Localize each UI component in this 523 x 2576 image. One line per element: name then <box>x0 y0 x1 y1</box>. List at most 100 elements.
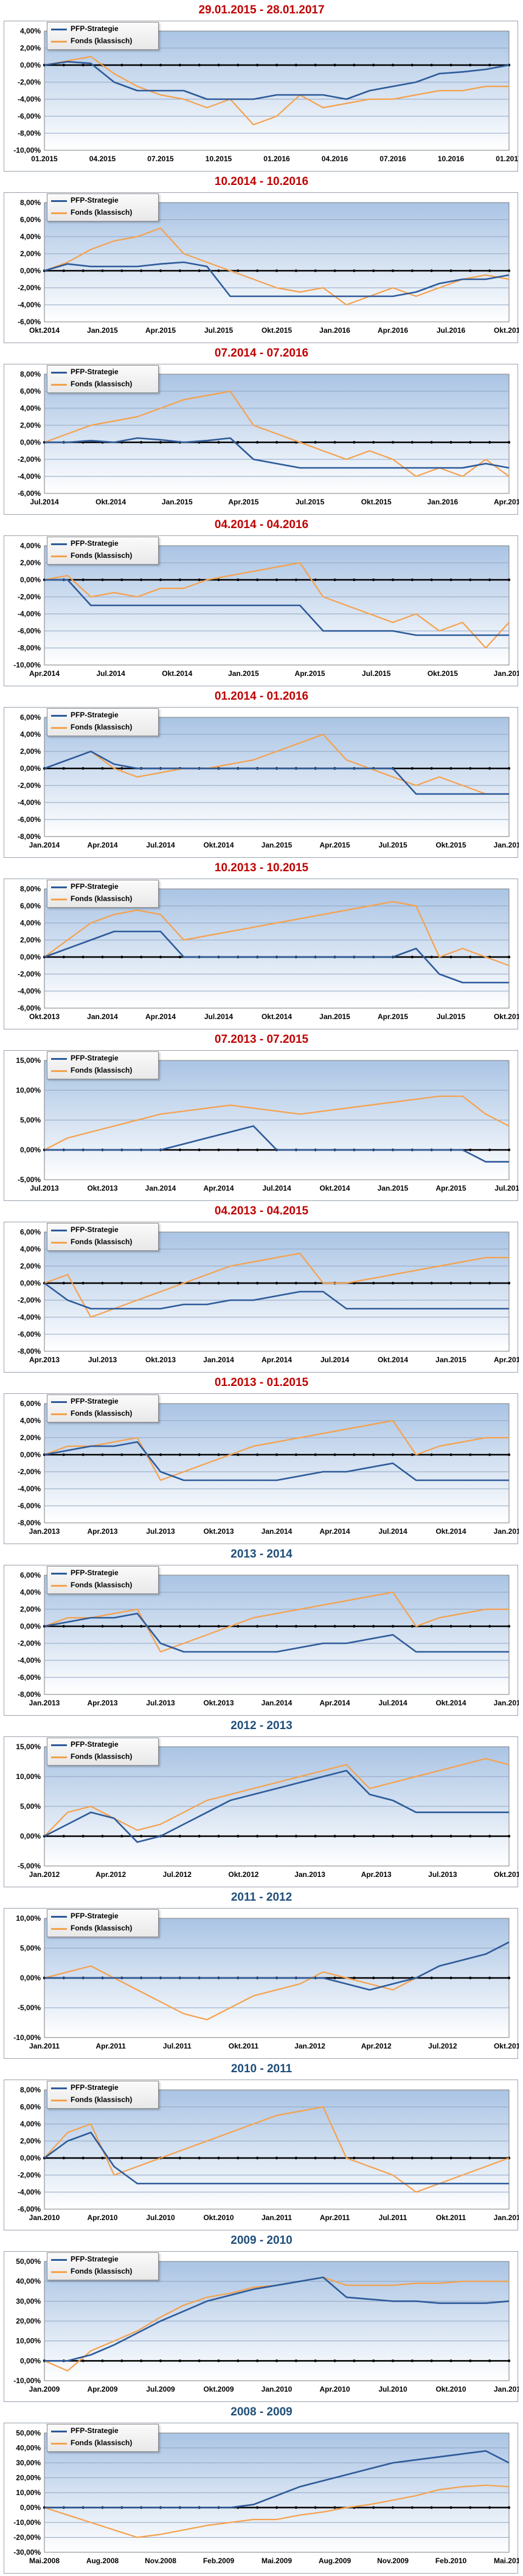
x-tick-label: Nov.2009 <box>377 2557 409 2565</box>
y-tick-label: 4,00% <box>20 919 41 927</box>
baseline-marker <box>217 63 220 67</box>
baseline-marker <box>469 1453 472 1457</box>
y-tick-label: 0,00% <box>20 953 41 961</box>
x-tick-label: Jan.2013 <box>29 1527 60 1536</box>
chart-svg: 50,00% 40,00% 30,00% 20,00% 10,00% 0,00% -10,0… <box>13 2429 519 2565</box>
chart-panel: 04.2014 - 04.2016 4,00% 2,00% 0,00% -2,00% -4… <box>0 517 523 689</box>
chart-title: 10.2014 - 10.2016 <box>214 175 309 188</box>
baseline-marker <box>430 1834 433 1838</box>
baseline-marker <box>81 2156 85 2160</box>
chart-panel: 2010 - 2011 8,00% 6,00% 4,00% 2,00% 0,00% -2,0… <box>0 2061 523 2233</box>
baseline-marker <box>372 2156 375 2160</box>
legend-label-fonds: Fonds (klassisch) <box>71 1752 133 1761</box>
baseline-marker <box>410 767 414 770</box>
x-tick-label: Aug.2009 <box>319 2557 352 2565</box>
series-line-fonds <box>44 55 509 126</box>
baseline-marker <box>410 1834 414 1838</box>
x-tick-label: Jul.2009 <box>146 2385 175 2393</box>
series-line-pfp <box>44 1125 509 1163</box>
baseline-marker <box>449 955 452 959</box>
baseline-marker <box>391 2359 395 2362</box>
baseline-marker <box>372 1834 375 1838</box>
x-tick-label: Okt.2013 <box>145 1356 176 1364</box>
x-tick-label: Apr.2014 <box>145 1012 176 1021</box>
x-tick-label: Jul.2013 <box>88 1356 117 1364</box>
baseline-marker <box>294 1624 298 1628</box>
baseline-marker <box>198 2359 201 2362</box>
x-tick-label: Jan.2012 <box>494 2213 519 2222</box>
legend-label-pfp: PFP-Strategie <box>71 1054 119 1062</box>
baseline-marker <box>217 1148 220 1152</box>
y-tick-label: -2,00% <box>18 781 41 790</box>
x-tick-label: Apr.2010 <box>87 2213 117 2222</box>
y-tick-label: 8,00% <box>20 885 41 893</box>
baseline-marker <box>62 63 66 67</box>
baseline-marker <box>178 578 182 582</box>
legend-swatch-pfp <box>51 1744 67 1746</box>
baseline-marker <box>139 2156 143 2160</box>
y-tick-label: -8,00% <box>18 644 41 652</box>
chart-svg: 8,00% 6,00% 4,00% 2,00% 0,00% -2,00% -4,00% -6,… <box>18 885 519 1021</box>
x-tick-label: Apr.2014 <box>262 1356 292 1364</box>
baseline-marker <box>139 63 143 67</box>
baseline-marker <box>139 269 143 273</box>
x-tick-label: Apr.2015 <box>378 1012 408 1021</box>
series-line-pfp <box>44 1769 509 1843</box>
x-tick-label: Jan.2015 <box>319 1012 350 1021</box>
x-tick-label: Mai.2008 <box>29 2557 60 2565</box>
chart-legend: PFP-Strategie Fonds (klassisch) <box>47 537 159 565</box>
legend-label-fonds: Fonds (klassisch) <box>71 551 133 560</box>
x-tick-label: Jan.2015 <box>378 1184 409 1192</box>
x-tick-label: Jul.2015 <box>204 326 234 335</box>
baseline-marker <box>488 1976 491 1980</box>
baseline-marker <box>333 269 336 273</box>
chart-svg: 15,00% 10,00% 5,00% 0,00% -5,00%Jan.2012 Apr.… <box>16 1742 519 1879</box>
x-tick-label: Okt.2014 <box>435 1527 466 1536</box>
y-tick-label: -4,00% <box>18 987 41 995</box>
baseline-marker <box>81 269 85 273</box>
baseline-marker <box>237 1624 240 1628</box>
chart-svg: 10,00% 5,00% 0,00% -5,00% -10,00%Jan.2011 Apr… <box>13 1914 519 2050</box>
x-tick-label: Apr.2012 <box>95 1870 126 1879</box>
series-line-fonds <box>44 1252 509 1318</box>
legend-swatch-fonds <box>51 41 67 43</box>
baseline-marker <box>372 440 375 444</box>
baseline-marker <box>333 2359 336 2362</box>
x-tick-label: 01.2015 <box>31 155 58 163</box>
x-tick-label: 01.2016 <box>263 155 290 163</box>
x-tick-label: Apr.2010 <box>319 2385 350 2393</box>
series-line-pfp <box>44 2450 510 2508</box>
y-tick-label: -10,00% <box>13 146 41 155</box>
baseline-marker <box>62 1624 66 1628</box>
baseline-marker <box>275 578 279 582</box>
baseline-marker <box>391 2156 395 2160</box>
baseline-marker <box>449 440 452 444</box>
y-tick-label: 0,00% <box>20 764 41 773</box>
baseline-marker <box>275 1624 279 1628</box>
baseline-marker <box>488 1148 491 1152</box>
baseline-marker <box>372 578 375 582</box>
baseline-marker <box>275 2359 279 2362</box>
baseline-marker <box>217 2156 220 2160</box>
baseline-marker <box>217 1281 220 1285</box>
series-line-fonds <box>44 390 510 478</box>
x-tick-label: Apr.2014 <box>319 1527 350 1536</box>
legend-label-fonds: Fonds (klassisch) <box>71 2095 133 2104</box>
baseline-marker <box>217 2359 220 2362</box>
baseline-marker <box>217 1834 220 1838</box>
chart-frame: 50,00% 40,00% 30,00% 20,00% 10,00% 0,00% -10,0… <box>4 2251 519 2402</box>
y-tick-label: -6,00% <box>18 489 41 498</box>
x-tick-label: Apr.2014 <box>29 669 60 678</box>
baseline-marker <box>139 1624 143 1628</box>
baseline-marker <box>391 63 395 67</box>
baseline-marker <box>198 1834 201 1838</box>
chart-frame: 8,00% 6,00% 4,00% 2,00% 0,00% -2,00% -4,00% -6,… <box>4 192 519 343</box>
baseline-marker <box>488 1281 491 1285</box>
baseline-marker <box>488 2156 491 2160</box>
baseline-marker <box>333 2506 336 2509</box>
x-tick-label: Jan.2010 <box>262 2385 293 2393</box>
x-tick-label: Jul.2016 <box>437 326 466 335</box>
baseline-marker <box>294 1281 298 1285</box>
x-tick-label: Feb.2009 <box>203 2557 235 2565</box>
